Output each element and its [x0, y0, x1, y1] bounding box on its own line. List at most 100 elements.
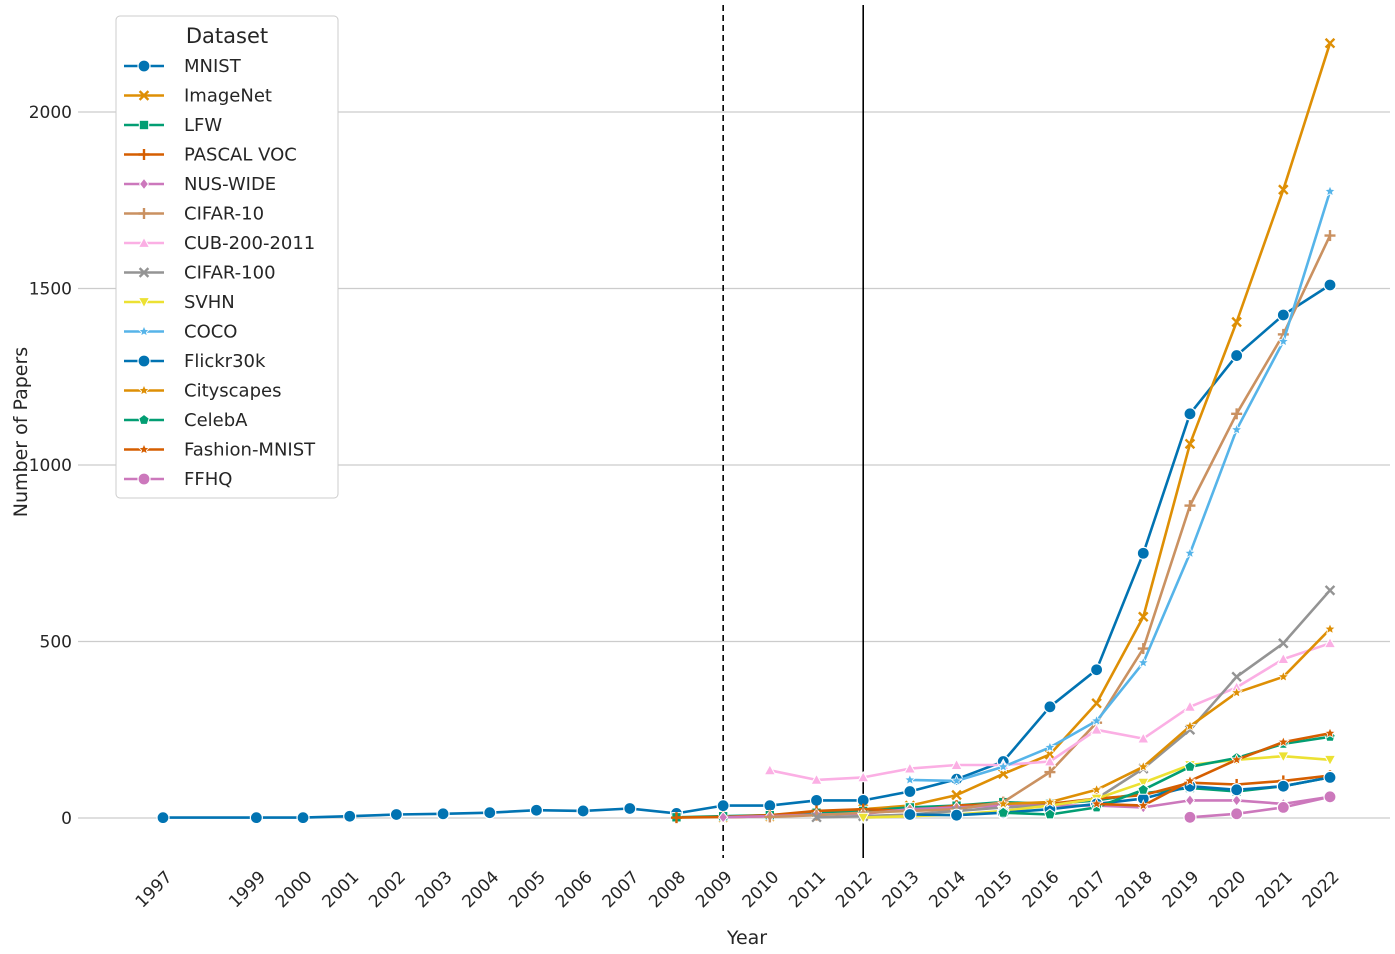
x-tick-labels: 1997 1999 2000 2001 2002 2003 2004 2005 2006 2007…	[132, 867, 1344, 912]
x-tick-label: 2015	[972, 867, 1017, 912]
x-tick-label: 1997	[132, 867, 177, 912]
data-point	[1044, 808, 1056, 820]
x-tick-label: 2001	[319, 867, 364, 912]
data-point	[1043, 754, 1057, 767]
legend-item: Cityscapes	[124, 381, 281, 402]
series-coco	[903, 184, 1337, 787]
legend-label: PASCAL VOC	[184, 145, 297, 166]
data-point	[156, 811, 170, 825]
data-point	[1277, 735, 1290, 748]
data-point	[483, 806, 497, 820]
series-imagenet	[717, 37, 1336, 823]
series-fashion-mnist	[1090, 726, 1337, 811]
x-tick-label: 2022	[1299, 867, 1344, 912]
data-point	[1277, 670, 1290, 683]
y-tick-label: 500	[40, 633, 72, 653]
data-point	[343, 809, 357, 823]
data-point	[623, 801, 637, 816]
data-point	[903, 807, 917, 822]
data-point	[1138, 611, 1149, 623]
legend-item: PASCAL VOC	[124, 145, 297, 166]
data-point	[1136, 732, 1150, 744]
legend-label: NUS-WIDE	[184, 174, 276, 195]
data-point	[1276, 779, 1290, 793]
legend-item: FFHQ	[124, 469, 232, 490]
legend-marker	[137, 297, 151, 309]
x-tick-label: 2005	[505, 867, 550, 912]
legend-items: MNIST ImageNet LFW PASCAL VOC NUS-WIDE CIFAR-…	[124, 56, 316, 490]
data-point	[1324, 585, 1336, 596]
x-axis-label: Year	[726, 927, 767, 949]
legend-label: MNIST	[184, 56, 242, 77]
x-tick-label: 2008	[645, 867, 690, 912]
data-point	[903, 784, 917, 799]
data-point	[903, 762, 917, 774]
data-point	[949, 808, 964, 822]
legend-label: LFW	[184, 115, 222, 136]
legend-label: CUB-200-2011	[184, 233, 315, 254]
data-point	[1323, 790, 1337, 804]
y-tick-labels: 0 500 1000 1500 2000	[29, 103, 72, 829]
data-point	[529, 803, 544, 817]
x-tick-label: 2004	[459, 867, 504, 912]
y-tick-label: 2000	[29, 103, 72, 123]
series-line	[769, 234, 1332, 819]
data-point	[1324, 37, 1336, 49]
legend-marker	[137, 236, 151, 248]
data-point	[1090, 723, 1103, 735]
legend-item: CUB-200-2011	[124, 233, 315, 254]
data-point	[1184, 438, 1196, 450]
series-cifar-10	[764, 230, 1336, 823]
data-point	[1090, 783, 1103, 796]
data-point	[809, 793, 824, 807]
data-point	[1184, 500, 1196, 512]
legend-item: ImageNet	[124, 86, 272, 107]
series-cifar-100	[811, 585, 1336, 823]
legend-item: Flickr30k	[124, 351, 266, 372]
data-point	[1231, 794, 1242, 807]
x-tick-label: 2016	[1019, 867, 1064, 912]
data-point	[1184, 760, 1196, 772]
data-point	[1276, 652, 1290, 665]
data-point	[997, 806, 1010, 818]
data-point	[1230, 423, 1243, 435]
data-point	[1137, 643, 1149, 655]
data-point	[1230, 348, 1244, 363]
data-point	[1323, 184, 1337, 197]
legend-label: SVHN	[184, 292, 235, 313]
legend-marker	[137, 442, 151, 455]
legend: Dataset MNIST ImageNet LFW PASCAL VOC NUS-WI…	[115, 15, 339, 499]
y-tick-label: 1000	[29, 456, 72, 476]
legend-marker	[137, 472, 151, 486]
data-point	[1090, 797, 1103, 810]
data-point	[1089, 663, 1104, 677]
data-point	[903, 773, 917, 786]
x-tick-label: 2003	[412, 867, 457, 912]
data-point	[296, 811, 310, 825]
data-point	[1183, 810, 1197, 824]
legend-label: ImageNet	[184, 86, 272, 107]
data-point	[1231, 316, 1242, 328]
legend-item: MNIST	[124, 56, 242, 77]
legend-item: LFW	[124, 115, 222, 136]
y-tick-label: 1500	[29, 280, 72, 300]
data-point	[436, 807, 450, 821]
data-point	[1230, 753, 1243, 766]
legend-label: Fashion-MNIST	[184, 440, 316, 461]
data-point	[996, 797, 1010, 810]
legend-marker	[138, 177, 150, 191]
data-point	[1276, 800, 1290, 815]
legend-item: CIFAR-100	[124, 263, 276, 284]
x-tick-label: 2007	[599, 867, 644, 912]
data-point	[716, 799, 730, 813]
legend-item: COCO	[124, 322, 237, 343]
data-point	[1043, 740, 1057, 753]
data-point	[1183, 700, 1197, 712]
legend-marker	[138, 119, 150, 131]
data-point	[951, 789, 962, 801]
data-point	[1323, 726, 1337, 739]
data-point	[810, 773, 823, 785]
series-lines	[156, 37, 1337, 825]
data-point	[1323, 770, 1337, 785]
y-axis-label: Number of Papers	[10, 347, 32, 517]
